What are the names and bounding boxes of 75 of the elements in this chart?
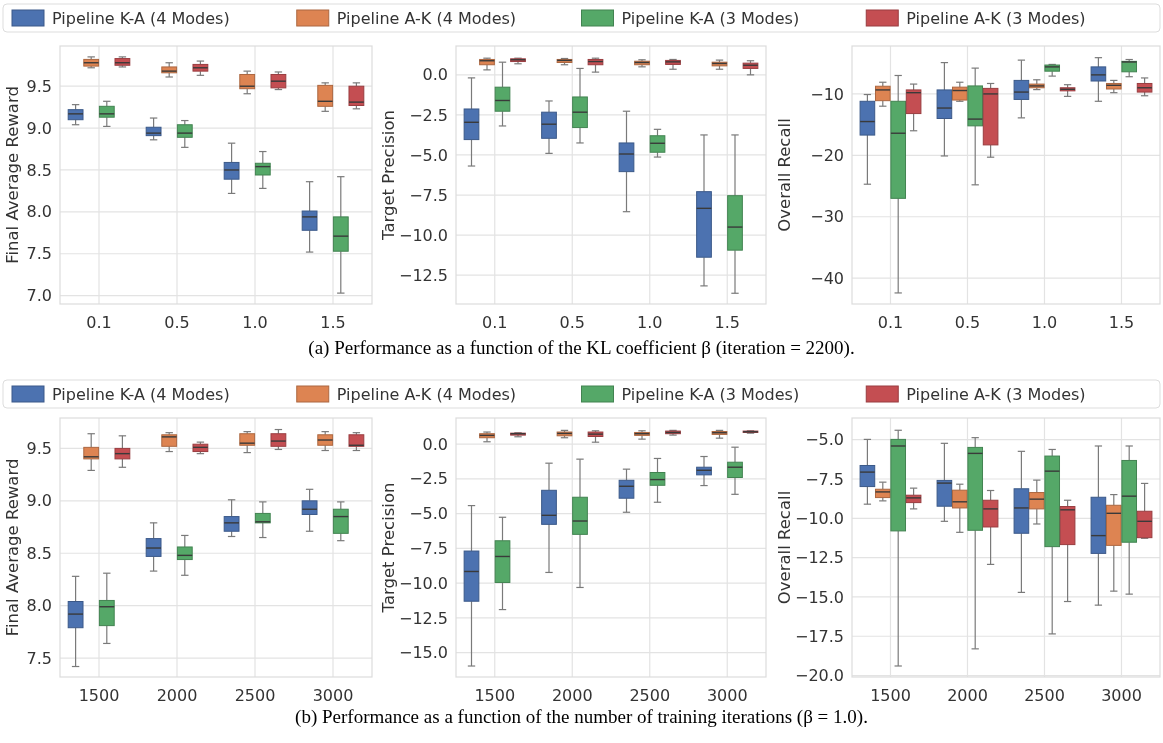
x-tick-label: 1.5 xyxy=(320,313,346,332)
y-tick-label: −10.0 xyxy=(398,573,448,593)
x-tick-label: 1.0 xyxy=(637,313,663,332)
y-tick-label: −12.5 xyxy=(794,548,844,568)
legend-label: Pipeline A-K (4 Modes) xyxy=(336,385,517,404)
y-tick-label: 7.5 xyxy=(26,648,52,668)
x-tick-label: 1.0 xyxy=(242,313,268,332)
y-axis-title: Overall Recall xyxy=(775,490,794,605)
y-tick-label: −10 xyxy=(810,84,844,104)
y-tick-label: 8.0 xyxy=(26,596,52,616)
y-axis-title: Final Average Reward xyxy=(3,86,22,264)
y-axis-title: Overall Recall xyxy=(775,118,794,232)
legend-label: Pipeline K-A (3 Modes) xyxy=(621,9,800,28)
y-tick-label: 0.0 xyxy=(422,65,448,85)
x-tick-label: 3000 xyxy=(1101,686,1142,705)
y-tick-label: 8.5 xyxy=(26,160,52,180)
x-tick-label: 1500 xyxy=(474,686,516,705)
x-tick-label: 1.5 xyxy=(714,313,740,332)
text: (b) Performance as a function of the number of training iterations (β = 1.0). xyxy=(295,706,868,728)
y-tick-label: −10.0 xyxy=(398,225,448,245)
x-tick-label: 1.0 xyxy=(1031,313,1058,332)
x-tick-label: 3000 xyxy=(706,686,748,705)
x-tick-label: 0.5 xyxy=(954,313,981,332)
y-tick-label: 9.5 xyxy=(26,439,52,459)
x-tick-label: 0.1 xyxy=(86,313,112,332)
legend-label: Pipeline K-A (3 Modes) xyxy=(621,385,800,404)
y-tick-label: 7.5 xyxy=(26,244,52,264)
x-tick-label: 2000 xyxy=(156,686,198,705)
y-tick-label: −5.0 xyxy=(409,504,448,524)
x-tick-label: 1.5 xyxy=(1108,313,1135,332)
x-tick-label: 2500 xyxy=(234,686,276,705)
y-tick-label: −40 xyxy=(810,268,844,288)
y-tick-label: 9.0 xyxy=(26,118,52,138)
y-tick-label: −30 xyxy=(810,207,844,227)
y-tick-label: 0.0 xyxy=(422,434,448,454)
x-tick-label: 0.5 xyxy=(559,313,585,332)
y-axis-title: Target Precision xyxy=(379,482,398,614)
text: (a) Performance as a function of the KL coefficient β (iteration = 2200). xyxy=(308,337,855,359)
y-tick-label: −2.5 xyxy=(409,469,448,489)
y-tick-label: −20.0 xyxy=(794,666,844,686)
x-tick-label: 2000 xyxy=(551,686,593,705)
y-tick-label: −7.5 xyxy=(409,185,448,205)
x-tick-label: 0.5 xyxy=(164,313,190,332)
y-tick-label: −5.0 xyxy=(409,145,448,165)
y-tick-label: −15.0 xyxy=(794,587,844,607)
x-tick-label: 1500 xyxy=(78,686,120,705)
y-tick-label: −17.5 xyxy=(794,626,844,646)
y-tick-label: −15.0 xyxy=(398,643,448,663)
x-tick-label: 2500 xyxy=(629,686,671,705)
y-tick-label: 7.0 xyxy=(26,286,52,306)
legend-label: Pipeline K-A (4 Modes) xyxy=(52,9,230,28)
legend-label: Pipeline A-K (3 Modes) xyxy=(906,385,1086,404)
y-tick-label: 9.0 xyxy=(26,491,52,511)
y-tick-label: 8.5 xyxy=(26,543,52,563)
y-tick-label: −12.5 xyxy=(398,608,448,628)
x-tick-label: 3000 xyxy=(312,686,354,705)
y-tick-label: −10.0 xyxy=(794,508,844,528)
y-tick-label: −20 xyxy=(810,145,844,165)
y-tick-label: −2.5 xyxy=(409,105,448,125)
x-tick-label: 1500 xyxy=(870,686,911,705)
y-tick-label: −5.0 xyxy=(805,430,844,450)
y-tick-label: 8.0 xyxy=(26,202,52,222)
y-axis-title: Target Precision xyxy=(379,110,398,241)
y-tick-label: −7.5 xyxy=(409,539,448,558)
x-tick-label: 0.1 xyxy=(482,313,508,332)
y-axis-title: Final Average Reward xyxy=(3,458,22,637)
y-tick-label: −7.5 xyxy=(805,469,844,489)
x-tick-label: 2500 xyxy=(1024,686,1065,705)
y-tick-label: −12.5 xyxy=(398,265,448,285)
legend-label: Pipeline A-K (3 Modes) xyxy=(906,9,1086,28)
legend-label: Pipeline K-A (4 Modes) xyxy=(52,385,230,404)
x-tick-label: 2000 xyxy=(947,686,988,705)
x-tick-label: 0.1 xyxy=(877,313,904,332)
legend-label: Pipeline A-K (4 Modes) xyxy=(336,9,517,28)
y-tick-label: 9.5 xyxy=(26,76,52,96)
